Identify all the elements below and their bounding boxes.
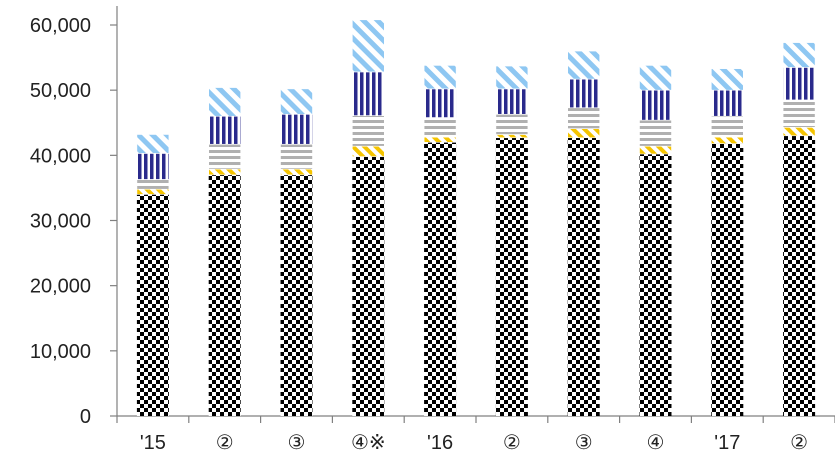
y-tick-label: 20,000: [30, 276, 91, 298]
bar-segment: [639, 89, 672, 121]
x-tick-label: '16: [427, 432, 453, 454]
bar-segment: [495, 113, 529, 135]
x-tick-label: ②: [503, 432, 521, 454]
bar-segment: [136, 153, 170, 180]
y-axis: 0 10,000 20,000 30,000 40,000 50,000 60,000: [30, 6, 118, 428]
bar-segment: [782, 67, 816, 101]
bars: [136, 19, 816, 417]
y-tick-label: 60,000: [30, 15, 91, 37]
bar-segment: [423, 65, 457, 90]
bar-segment: [710, 68, 744, 91]
y-tick-label: 10,000: [30, 341, 91, 363]
bar-segment: [783, 135, 816, 417]
x-tick-label: ③: [288, 432, 306, 454]
bar-segment: [208, 87, 241, 117]
bar-segment: [351, 145, 385, 157]
y-tick-label: 40,000: [30, 145, 91, 167]
bar-segment: [710, 115, 744, 138]
bar-segment: [639, 154, 672, 416]
bar-segment: [495, 137, 528, 416]
y-tick-label: 30,000: [30, 211, 91, 233]
bar-segment: [280, 143, 313, 170]
x-tick-label: ④: [647, 432, 665, 454]
bar-segment: [136, 188, 170, 195]
bar-segment: [351, 115, 385, 147]
bar-segment: [495, 65, 529, 90]
x-tick-label: '17: [714, 432, 740, 454]
bar-segment: [639, 65, 672, 91]
bar-segment: [280, 88, 313, 115]
bar-segment: [280, 113, 313, 145]
y-tick-label: 50,000: [30, 80, 91, 102]
bar-segment: [639, 145, 672, 155]
x-tick-label: ②: [790, 432, 808, 454]
bar-segment: [567, 107, 601, 129]
bar-segment: [711, 143, 744, 416]
bar-segment: [495, 134, 529, 139]
x-tick-label: ②: [216, 432, 234, 454]
bar-segment: [710, 136, 744, 144]
bar-segment: [495, 88, 529, 115]
bar-segment: [208, 168, 241, 176]
bar-segment: [782, 99, 816, 128]
x-tick-label: '15: [140, 432, 166, 454]
bar-segment: [782, 42, 816, 68]
bar-segment: [782, 127, 816, 137]
bar-segment: [208, 143, 241, 170]
bar-segment: [136, 194, 169, 416]
bar-segment: [280, 168, 313, 176]
bar-segment: [424, 142, 457, 417]
bar-segment: [280, 174, 313, 416]
x-tick-label: ④※: [351, 432, 386, 454]
bar-segment: [208, 174, 241, 416]
bar-segment: [351, 71, 385, 116]
bar-segment: [208, 115, 241, 145]
bar-segment: [352, 156, 385, 417]
bar-segment: [567, 50, 601, 80]
bar-segment: [136, 179, 170, 190]
y-tick-label: 0: [80, 406, 91, 428]
bar-segment: [567, 128, 601, 139]
bar-segment: [423, 136, 457, 143]
bar-segment: [423, 117, 457, 138]
bar-segment: [423, 88, 457, 118]
bar-segment: [567, 137, 600, 416]
bar-segment: [567, 78, 601, 109]
x-axis: '15 ② ③ ④※ '16 ② ③ ④ '17 ②: [116, 415, 835, 454]
bar-segment: [710, 89, 744, 117]
bar-segment: [639, 119, 672, 147]
bar-segment: [136, 134, 170, 154]
x-tick-label: ③: [575, 432, 593, 454]
bar-segment: [351, 19, 385, 73]
